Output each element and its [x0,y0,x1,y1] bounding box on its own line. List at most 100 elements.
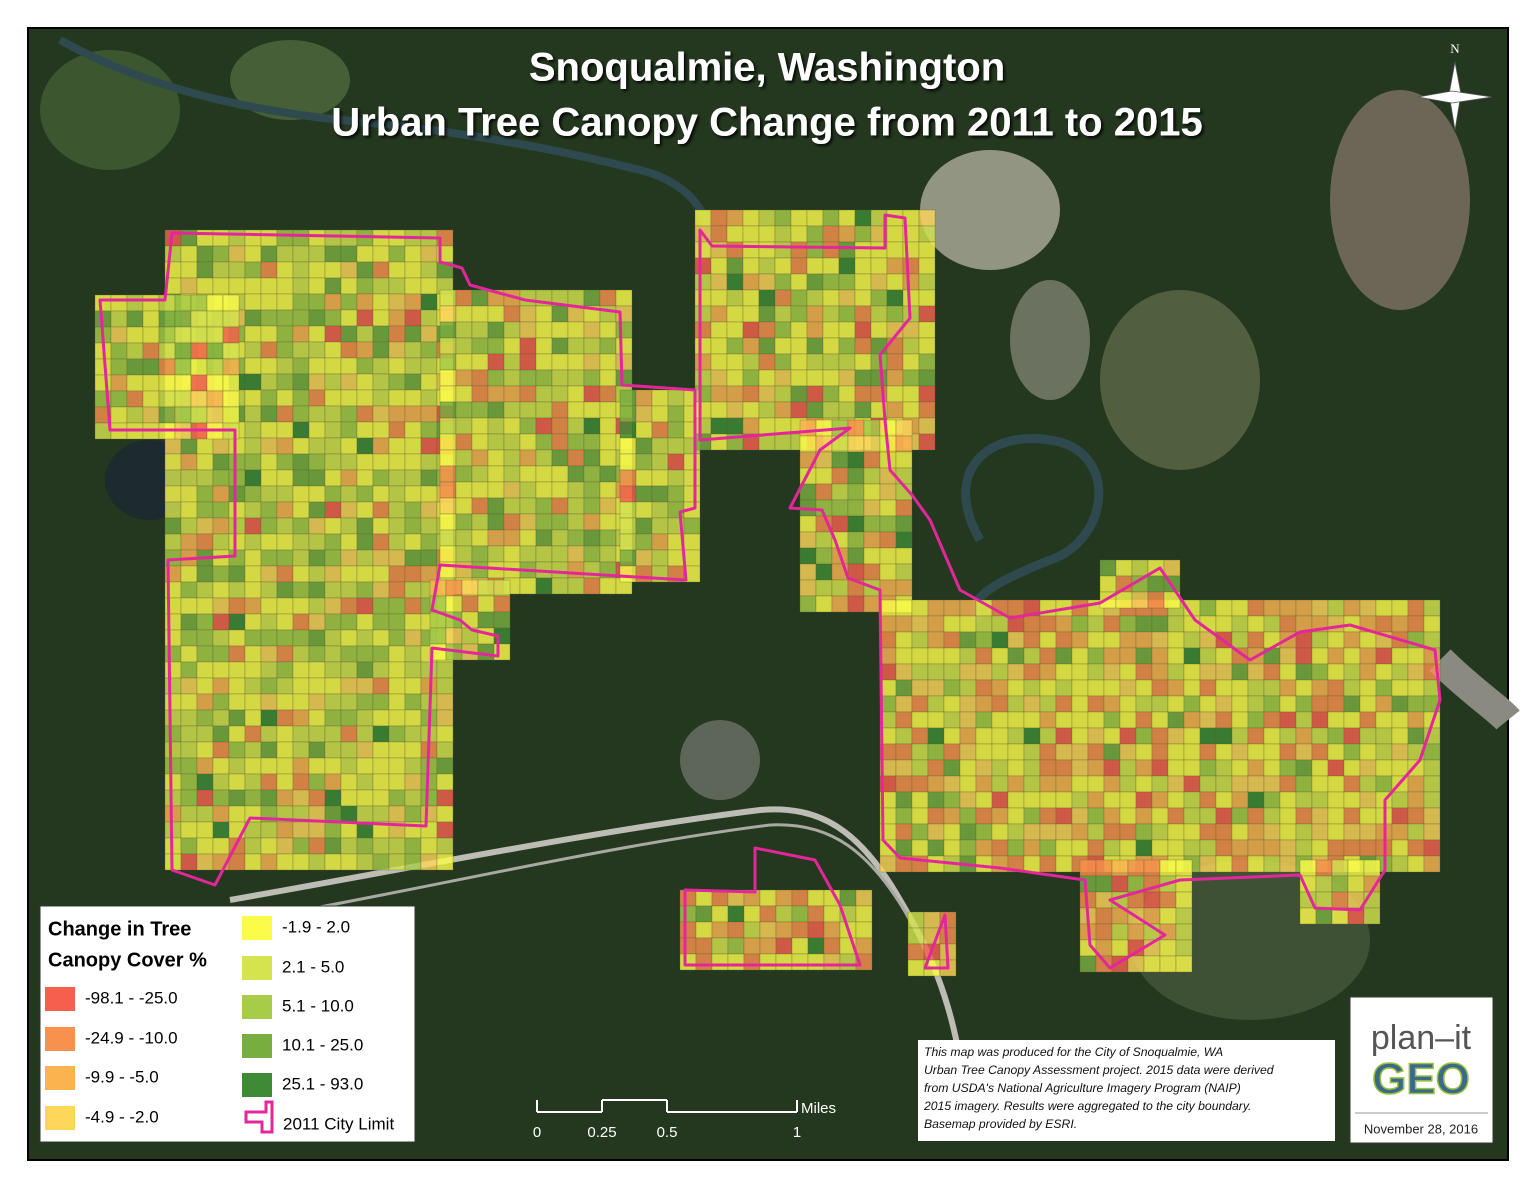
grid-cell [1151,807,1169,825]
grid-cell [340,677,358,695]
grid-cell [503,305,521,323]
grid-cell [615,369,633,387]
grid-cell [471,385,489,403]
grid-cell [244,293,262,311]
grid-cell [276,405,294,423]
grid-cell [356,645,374,663]
city-limit [98,213,1442,970]
grid-cell [710,353,728,371]
grid-cell [710,385,728,403]
grid-cell [975,743,993,761]
grid-cell [439,513,457,531]
grid-cell [918,225,936,243]
grid-cell [975,839,993,857]
grid-cell [583,545,601,563]
grid-cell [1119,615,1137,633]
city-limit-line [98,231,697,887]
grid-cell [260,325,278,343]
grid-cell [1151,695,1169,713]
grid-cell [1247,855,1265,873]
grid-cell [404,773,422,791]
grid-cell [683,549,701,567]
grid-cell [372,357,390,375]
grid-cell [196,453,214,471]
grid-cell [388,853,406,871]
grid-cell [487,481,505,499]
grid-cell [519,305,537,323]
north-label: N [1450,41,1460,56]
grid-cell [212,565,230,583]
grid-cell [164,469,182,487]
grid-cell [308,309,326,327]
grid-cell [1087,839,1105,857]
grid-cell [212,517,230,535]
grid-cell [759,953,777,971]
grid-cell [404,533,422,551]
grid-cell [1159,859,1177,877]
grid-cell [388,325,406,343]
grid-cell [911,663,929,681]
grid-cell [726,305,744,323]
grid-cell [1087,775,1105,793]
grid-cell [711,937,729,955]
grid-cell [340,661,358,679]
grid-cell [1199,855,1217,873]
grid-cell [790,225,808,243]
legend-label: -4.9 - -2.0 [85,1107,159,1126]
grid-cell [324,709,342,727]
grid-cell [694,369,712,387]
grid-cell [1359,679,1377,697]
grid-cell [196,245,214,263]
grid-cell [164,805,182,823]
grid-cell [292,821,310,839]
grid-cell [619,421,637,439]
grid-cell [583,529,601,547]
grid-cell [619,485,637,503]
grid-cell [228,453,246,471]
grid-cell [388,693,406,711]
grid-cell [975,727,993,745]
grid-cell [551,577,569,595]
grid-cell [110,374,128,392]
grid-cell [886,369,904,387]
grid-cell [991,663,1009,681]
grid-cell [180,597,198,615]
grid-cell [164,629,182,647]
grid-cell [567,465,585,483]
grid-cell [1375,695,1393,713]
grid-cell [1167,695,1185,713]
grid-cell [551,481,569,499]
grid-cell [388,293,406,311]
grid-cell [276,517,294,535]
grid-cell [356,501,374,519]
grid-cell [790,289,808,307]
grid-cell [324,741,342,759]
grid-cell [471,465,489,483]
grid-cell [228,533,246,551]
grid-cell [372,389,390,407]
grid-cell [918,433,936,451]
grid-cell [1407,663,1425,681]
grid-cell [895,679,913,697]
grid-cell [1327,759,1345,777]
grid-cell [838,305,856,323]
grid-cell [244,341,262,359]
grid-cell [461,579,479,597]
grid-cell [356,405,374,423]
grid-cell [1343,791,1361,809]
grid-cell [174,294,192,312]
grid-cell [911,695,929,713]
grid-cell [519,481,537,499]
grid-cell [1215,807,1233,825]
grid-cell [244,629,262,647]
grid-cell [1199,695,1217,713]
grid-cell [1103,711,1121,729]
grid-cell [1247,839,1265,857]
legend-title: Change in Tree [48,918,191,940]
grid-cell [244,405,262,423]
grid-cell [567,561,585,579]
grid-cell [599,433,617,451]
grid-cell [196,757,214,775]
grid-cell [308,357,326,375]
grid-cell [340,245,358,263]
